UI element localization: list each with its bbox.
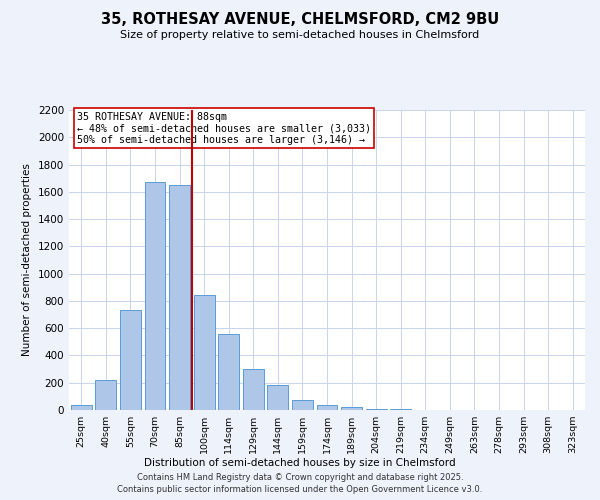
Bar bbox=[218, 334, 239, 410]
Text: 35 ROTHESAY AVENUE: 88sqm
← 48% of semi-detached houses are smaller (3,033)
50% : 35 ROTHESAY AVENUE: 88sqm ← 48% of semi-… bbox=[77, 112, 371, 144]
Bar bbox=[194, 296, 215, 410]
Text: 35, ROTHESAY AVENUE, CHELMSFORD, CM2 9BU: 35, ROTHESAY AVENUE, CHELMSFORD, CM2 9BU bbox=[101, 12, 499, 28]
Bar bbox=[95, 380, 116, 410]
Bar bbox=[341, 408, 362, 410]
Bar bbox=[169, 185, 190, 410]
Text: Distribution of semi-detached houses by size in Chelmsford: Distribution of semi-detached houses by … bbox=[144, 458, 456, 468]
Text: Size of property relative to semi-detached houses in Chelmsford: Size of property relative to semi-detach… bbox=[121, 30, 479, 40]
Bar bbox=[292, 400, 313, 410]
Bar bbox=[71, 404, 92, 410]
Bar bbox=[243, 369, 264, 410]
Bar bbox=[145, 182, 166, 410]
Bar bbox=[317, 405, 337, 410]
Bar bbox=[120, 310, 141, 410]
Text: Contains HM Land Registry data © Crown copyright and database right 2025.
Contai: Contains HM Land Registry data © Crown c… bbox=[118, 472, 482, 494]
Y-axis label: Number of semi-detached properties: Number of semi-detached properties bbox=[22, 164, 32, 356]
Bar bbox=[365, 408, 386, 410]
Bar bbox=[268, 386, 289, 410]
